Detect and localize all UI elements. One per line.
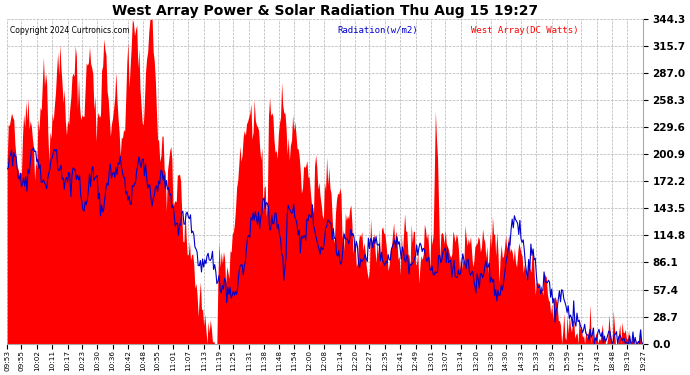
Text: West Array(DC Watts): West Array(DC Watts) (471, 26, 579, 35)
Text: Radiation(w/m2): Radiation(w/m2) (337, 26, 418, 35)
Text: Copyright 2024 Curtronics.com: Copyright 2024 Curtronics.com (10, 26, 130, 35)
Title: West Array Power & Solar Radiation Thu Aug 15 19:27: West Array Power & Solar Radiation Thu A… (112, 4, 538, 18)
